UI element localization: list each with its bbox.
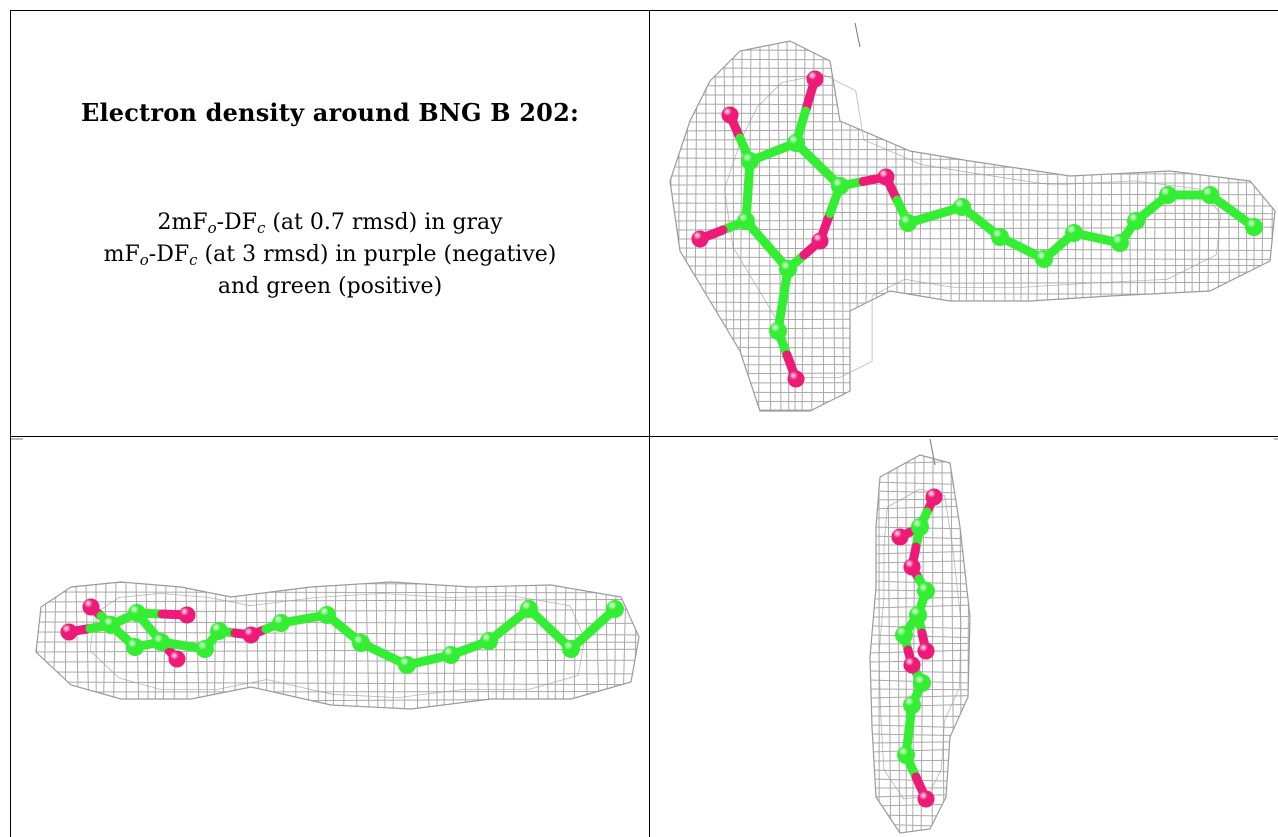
carbon-atom-side-19 xyxy=(606,600,624,618)
carbon-atom-side-9 xyxy=(210,622,228,640)
carbon-atom-end-4 xyxy=(917,582,935,600)
oxygen-atom-top-0 xyxy=(806,70,824,88)
carbon-atom-top-20 xyxy=(1201,186,1219,204)
carbon-atom-side-3 xyxy=(128,604,146,622)
desc-line-2: mFo-DFc (at 3 rmsd) in purple (negative) xyxy=(103,242,557,269)
carbon-atom-end-9 xyxy=(913,674,931,692)
oxygen-atom-top-2 xyxy=(721,106,739,124)
top-density-mesh xyxy=(669,40,1276,412)
oxygen-atom-top-11 xyxy=(787,370,805,388)
oxygen-atom-top-7 xyxy=(691,230,709,248)
oxygen-atom-end-3 xyxy=(903,558,921,576)
carbon-atom-top-10 xyxy=(769,322,787,340)
pointer-mark-2 xyxy=(929,438,936,466)
oxygen-atom-side-10 xyxy=(242,626,260,644)
carbon-atom-side-12 xyxy=(318,606,336,624)
desc-line-1: 2mFo-DFc (at 0.7 rmsd) in gray xyxy=(157,210,503,237)
carbon-atom-top-13 xyxy=(953,198,971,216)
end-atoms xyxy=(891,488,943,808)
oxygen-atom-side-1 xyxy=(60,623,78,641)
carbon-atom-top-12 xyxy=(899,214,917,232)
carbon-atom-end-6 xyxy=(895,626,913,644)
oxygen-atom-top-5 xyxy=(877,168,895,186)
molecule-view-side xyxy=(11,438,640,710)
oxygen-atom-end-12 xyxy=(917,790,935,808)
carbon-atom-side-6 xyxy=(126,638,144,656)
oxygen-atom-end-8 xyxy=(903,656,921,674)
carbon-atom-top-9 xyxy=(779,260,797,278)
carbon-atom-top-15 xyxy=(1035,250,1053,268)
carbon-atom-top-6 xyxy=(737,212,755,230)
carbon-atom-top-3 xyxy=(741,152,759,170)
carbon-atom-end-11 xyxy=(897,746,915,764)
carbon-atom-side-2 xyxy=(102,616,120,634)
top-atoms xyxy=(691,70,1263,388)
view-end-cell xyxy=(650,436,1278,837)
figure-title: Electron density around BNG B 202: xyxy=(80,98,580,127)
figure-description: 2mFo-DFc (at 0.7 rmsd) in gray mFo-DFc (… xyxy=(11,207,649,303)
pointer-mark xyxy=(854,22,861,48)
carbon-atom-top-21 xyxy=(1245,218,1263,236)
view-top-cell xyxy=(650,10,1278,436)
carbon-atom-top-16 xyxy=(1065,224,1083,242)
carbon-atom-end-10 xyxy=(903,696,921,714)
carbon-atom-end-1 xyxy=(911,518,929,536)
view-side-cell xyxy=(10,436,650,837)
carbon-atom-end-5 xyxy=(909,606,927,624)
carbon-atom-side-18 xyxy=(562,640,580,658)
carbon-atom-top-18 xyxy=(1127,212,1145,230)
carbon-atom-side-5 xyxy=(152,633,170,651)
oxygen-atom-side-0 xyxy=(82,598,100,616)
oxygen-atom-end-7 xyxy=(917,642,935,660)
oxygen-atom-end-0 xyxy=(925,488,943,506)
caption-cell: Electron density around BNG B 202: 2mFo-… xyxy=(10,10,650,436)
carbon-atom-side-15 xyxy=(442,646,460,664)
carbon-atom-top-19 xyxy=(1159,186,1177,204)
carbon-atom-side-11 xyxy=(272,614,290,632)
oxygen-atom-top-8 xyxy=(811,232,829,250)
carbon-atom-top-14 xyxy=(991,228,1009,246)
oxygen-atom-side-4 xyxy=(178,606,196,624)
desc-line-3: and green (positive) xyxy=(217,274,443,299)
carbon-atom-side-13 xyxy=(352,634,370,652)
carbon-atom-side-8 xyxy=(196,640,214,658)
oxygen-atom-end-2 xyxy=(891,528,909,546)
side-atoms xyxy=(60,598,624,674)
carbon-atom-top-1 xyxy=(787,134,805,152)
carbon-atom-side-17 xyxy=(520,600,538,618)
carbon-atom-top-4 xyxy=(831,177,849,195)
carbon-atom-side-16 xyxy=(480,632,498,650)
carbon-atom-side-14 xyxy=(398,656,416,674)
molecule-view-end xyxy=(869,438,1278,834)
carbon-atom-top-17 xyxy=(1111,234,1129,252)
molecule-view-front xyxy=(669,22,1276,412)
oxygen-atom-side-7 xyxy=(168,650,186,668)
